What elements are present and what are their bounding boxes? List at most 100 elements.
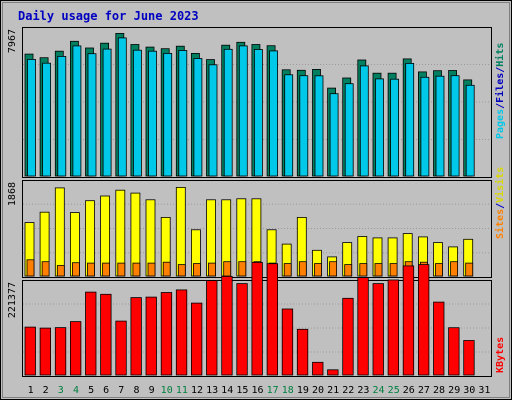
x-tick-label: 30 bbox=[463, 385, 475, 396]
bar-sites-day-10 bbox=[162, 261, 171, 277]
bar-kbytes-day-12 bbox=[190, 302, 203, 376]
chart-title: Daily usage for June 2023 bbox=[18, 9, 199, 23]
bar-sites-day-18 bbox=[283, 263, 292, 277]
panel-frame bbox=[22, 27, 492, 178]
legend-middle: Sites/Visits bbox=[494, 167, 506, 239]
bar-files-day-26 bbox=[405, 63, 415, 177]
bar-sites-day-20 bbox=[314, 263, 322, 277]
x-tick-label: 13 bbox=[206, 385, 218, 396]
bar-sites-day-4 bbox=[72, 262, 80, 277]
y-axis-max-label: 1868 bbox=[7, 182, 18, 206]
x-tick-label: 26 bbox=[403, 385, 415, 396]
x-tick-label: 1 bbox=[28, 385, 34, 396]
bar-files-day-20 bbox=[314, 75, 324, 177]
legend-bottom: KBytes bbox=[495, 337, 506, 373]
y-axis-max-label: 221377 bbox=[7, 282, 18, 318]
bar-sites-day-22 bbox=[344, 264, 353, 277]
bar-sites-day-12 bbox=[192, 263, 201, 277]
bar-kbytes-day-30 bbox=[463, 340, 475, 376]
bar-files-day-25 bbox=[390, 78, 400, 177]
bar-sites-day-14 bbox=[223, 261, 232, 277]
legend-label: Visits bbox=[494, 167, 506, 203]
x-tick-label: 24 bbox=[372, 385, 384, 396]
bar-files-day-11 bbox=[178, 50, 188, 177]
x-tick-label: 31 bbox=[478, 385, 490, 396]
x-tick-label: 28 bbox=[433, 385, 445, 396]
x-tick-label: 5 bbox=[88, 385, 94, 396]
bar-files-day-9 bbox=[148, 50, 157, 177]
bar-files-day-3 bbox=[57, 56, 67, 177]
bar-sites-day-25 bbox=[389, 263, 398, 277]
x-tick-label: 10 bbox=[161, 385, 173, 396]
bar-kbytes-day-19 bbox=[296, 328, 309, 376]
bar-sites-day-1 bbox=[26, 259, 35, 277]
bar-kbytes-day-2 bbox=[39, 327, 51, 376]
x-tick-label: 8 bbox=[133, 385, 139, 396]
bar-sites-day-6 bbox=[102, 262, 110, 277]
x-axis-labels: 1 2 3 4 5 6 7 8 9 10 11 12 13 14 15 16 17 18 19 20 21 22 23 24 2… bbox=[28, 385, 491, 396]
y-axis-max-label: 7967 bbox=[7, 29, 18, 53]
bar-kbytes-day-11 bbox=[175, 289, 188, 376]
bar-kbytes-day-8 bbox=[130, 297, 142, 376]
panel-bottom: 221377 KBytes bbox=[7, 261, 506, 377]
bar-files-day-12 bbox=[193, 58, 203, 177]
legend-label: Files bbox=[494, 73, 506, 103]
x-tick-label: 15 bbox=[236, 385, 248, 396]
bar-visits-day-11 bbox=[175, 186, 186, 277]
x-tick-label: 7 bbox=[118, 385, 124, 396]
x-tick-label: 3 bbox=[58, 385, 64, 396]
legend-label: Pages bbox=[495, 109, 506, 139]
bar-files-day-13 bbox=[208, 64, 218, 177]
x-tick-label: 21 bbox=[327, 385, 339, 396]
bar-kbytes-day-25 bbox=[387, 279, 400, 376]
bar-kbytes-day-18 bbox=[281, 308, 294, 376]
x-tick-label: 9 bbox=[149, 385, 155, 396]
bar-files-day-24 bbox=[375, 78, 384, 177]
bar-kbytes-day-15 bbox=[236, 283, 248, 376]
bar-kbytes-day-13 bbox=[206, 280, 218, 376]
bar-kbytes-day-23 bbox=[357, 277, 369, 376]
x-tick-label: 29 bbox=[448, 385, 460, 396]
x-tick-label: 18 bbox=[282, 385, 294, 396]
x-tick-label: 19 bbox=[297, 385, 309, 396]
x-tick-label: 4 bbox=[73, 385, 79, 396]
bar-kbytes-day-7 bbox=[115, 320, 127, 376]
bar-sites-day-30 bbox=[465, 262, 474, 277]
bar-sites-day-11 bbox=[177, 264, 186, 277]
bar-kbytes-day-5 bbox=[85, 291, 97, 376]
x-tick-label: 6 bbox=[103, 385, 109, 396]
bar-files-day-18 bbox=[284, 74, 294, 177]
bar-kbytes-day-4 bbox=[70, 321, 82, 376]
x-tick-label: 27 bbox=[418, 385, 430, 396]
bar-kbytes-day-22 bbox=[342, 297, 354, 376]
bar-files-day-29 bbox=[450, 75, 460, 177]
bar-kbytes-day-6 bbox=[100, 293, 112, 376]
legend-label: Sites bbox=[494, 209, 506, 239]
bar-sites-day-5 bbox=[87, 262, 95, 277]
bar-files-day-10 bbox=[163, 53, 173, 177]
x-tick-label: 23 bbox=[357, 385, 369, 396]
bar-files-day-5 bbox=[87, 53, 97, 177]
bar-kbytes-day-29 bbox=[448, 327, 460, 376]
legend-label: / bbox=[495, 203, 506, 209]
bar-files-day-4 bbox=[72, 45, 82, 177]
bar-sites-day-23 bbox=[359, 263, 368, 277]
bar-kbytes-day-1 bbox=[24, 326, 36, 376]
bar-kbytes-day-16 bbox=[251, 261, 263, 376]
x-tick-label: 11 bbox=[176, 385, 188, 396]
bar-sites-day-3 bbox=[56, 265, 65, 277]
bar-files-day-15 bbox=[238, 45, 248, 177]
bar-kbytes-day-9 bbox=[145, 296, 157, 376]
bar-sites-day-2 bbox=[41, 261, 50, 277]
x-tick-label: 12 bbox=[191, 385, 203, 396]
bar-files-day-17 bbox=[269, 50, 279, 177]
bar-kbytes-day-10 bbox=[160, 292, 173, 376]
bar-files-day-21 bbox=[329, 93, 339, 177]
bar-files-day-16 bbox=[253, 49, 263, 177]
bar-sites-day-15 bbox=[238, 261, 247, 277]
bar-kbytes-day-27 bbox=[417, 264, 430, 376]
bar-sites-day-28 bbox=[435, 263, 443, 277]
x-tick-label: 22 bbox=[342, 385, 354, 396]
